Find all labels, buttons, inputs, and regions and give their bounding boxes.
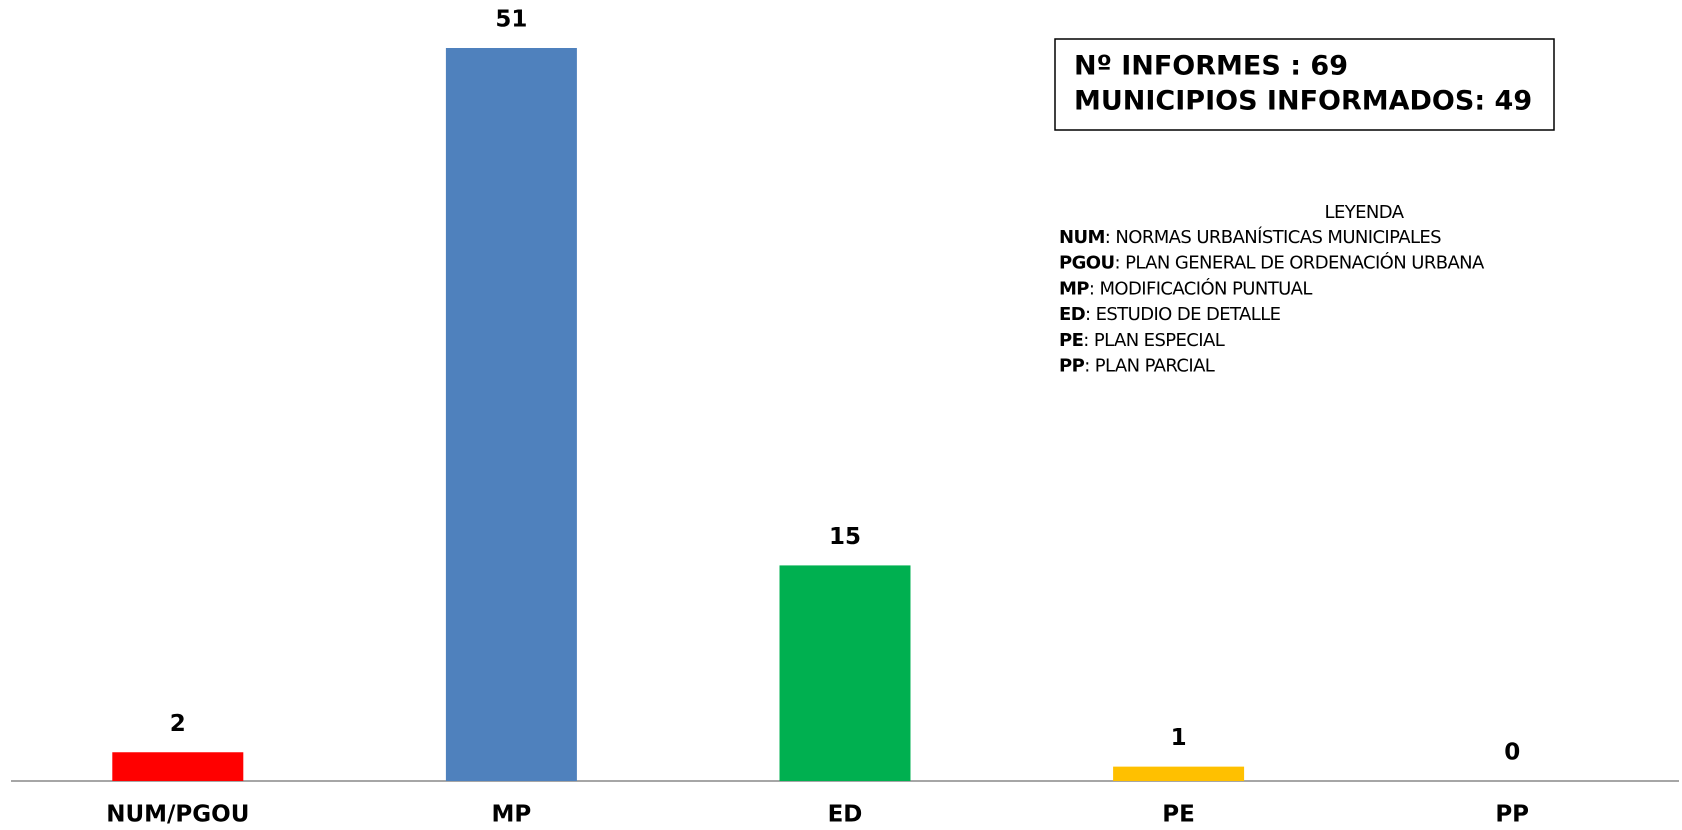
legend-text: : ESTUDIO DE DETALLE bbox=[1085, 304, 1281, 325]
legend-item: ED: ESTUDIO DE DETALLE bbox=[1059, 304, 1281, 325]
legend-item: PP: PLAN PARCIAL bbox=[1059, 356, 1215, 377]
data-label: 1 bbox=[1171, 725, 1187, 751]
bar bbox=[445, 48, 577, 781]
data-label: 51 bbox=[495, 7, 527, 33]
legend-item: NUM: NORMAS URBANÍSTICAS MUNICIPALES bbox=[1059, 226, 1441, 248]
legend-text: : NORMAS URBANÍSTICAS MUNICIPALES bbox=[1105, 226, 1441, 248]
bar bbox=[1113, 766, 1245, 781]
legend-abbr: PGOU bbox=[1059, 253, 1115, 274]
x-tick-label: NUM/PGOU bbox=[106, 802, 249, 828]
data-label: 15 bbox=[829, 524, 861, 550]
legend-abbr: NUM bbox=[1059, 227, 1105, 248]
annotation: Nº INFORMES : 69 bbox=[1074, 51, 1348, 82]
x-tick-label: MP bbox=[492, 802, 532, 828]
legend-abbr: ED bbox=[1059, 304, 1085, 325]
legend-text: : PLAN ESPECIAL bbox=[1083, 330, 1224, 351]
bar bbox=[779, 565, 911, 781]
legend-text: : MODIFICACIÓN PUNTUAL bbox=[1089, 277, 1312, 299]
legend-abbr: PE bbox=[1059, 330, 1083, 351]
legend-item: PGOU: PLAN GENERAL DE ORDENACIÓN URBANA bbox=[1059, 252, 1485, 274]
data-label: 0 bbox=[1504, 740, 1520, 766]
legend-text: : PLAN GENERAL DE ORDENACIÓN URBANA bbox=[1115, 252, 1486, 274]
annotation: MUNICIPIOS INFORMADOS: 49 bbox=[1074, 86, 1532, 117]
legend-title: LEYENDA bbox=[1325, 202, 1405, 223]
legend-abbr: PP bbox=[1059, 356, 1085, 377]
info-box bbox=[1054, 38, 1555, 131]
x-tick-label: PE bbox=[1162, 802, 1195, 828]
legend-item: MP: MODIFICACIÓN PUNTUAL bbox=[1059, 277, 1312, 299]
legend-abbr: MP bbox=[1059, 278, 1089, 299]
bar bbox=[112, 752, 244, 781]
legend-item: PE: PLAN ESPECIAL bbox=[1059, 330, 1225, 351]
x-tick-label: PP bbox=[1495, 802, 1529, 828]
legend-text: : PLAN PARCIAL bbox=[1084, 356, 1215, 377]
x-tick-label: ED bbox=[828, 802, 863, 828]
data-label: 2 bbox=[170, 711, 186, 737]
